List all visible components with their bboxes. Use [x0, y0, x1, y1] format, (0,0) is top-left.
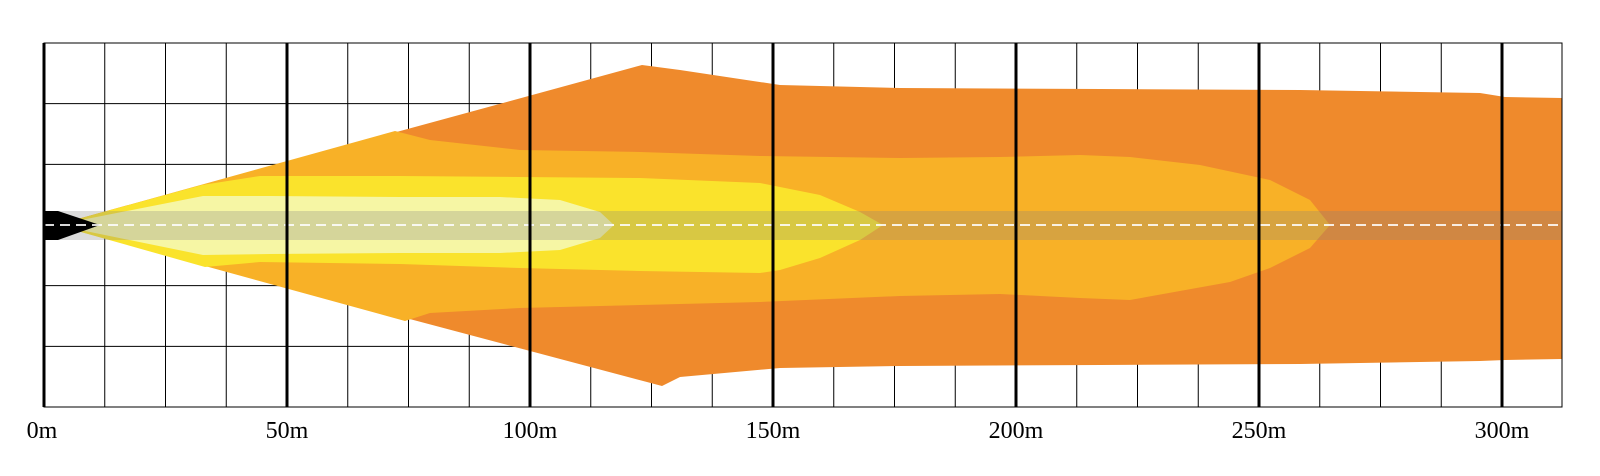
- distance-tick-labels: 0m 50m 100m 150m 200m 250m 300m: [27, 418, 1530, 444]
- distance-tick-label: 50m: [266, 418, 309, 444]
- distance-tick-label: 100m: [503, 418, 558, 444]
- distance-tick-label: 150m: [746, 418, 801, 444]
- distance-tick-label: 300m: [1475, 418, 1530, 444]
- distance-tick-label: 200m: [989, 418, 1044, 444]
- distance-tick-label: 250m: [1232, 418, 1287, 444]
- plot-frame: [43, 42, 1563, 408]
- source-marker: [44, 211, 100, 240]
- beam-zones: [56, 65, 1562, 386]
- distance-tick-label: 0m: [27, 418, 58, 444]
